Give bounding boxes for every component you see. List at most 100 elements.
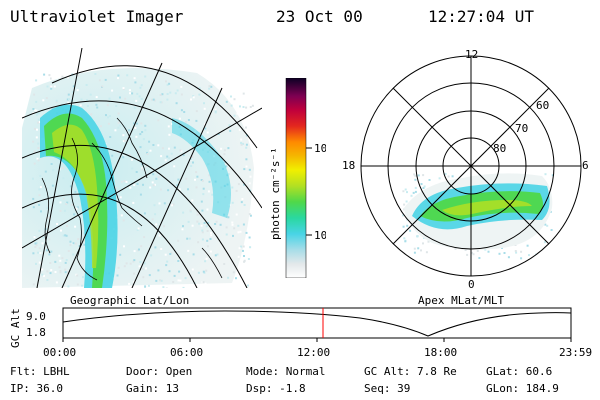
noise-dot <box>140 84 143 87</box>
left-panel-caption: Geographic Lat/Lon <box>70 294 190 307</box>
noise-dot <box>165 80 167 83</box>
noise-dot <box>551 174 554 177</box>
noise-dot <box>414 178 417 181</box>
noise-dot <box>48 74 51 77</box>
noise-dot <box>225 165 228 168</box>
noise-dot <box>129 92 131 95</box>
noise-dot <box>142 276 145 279</box>
noise-dot <box>51 77 54 80</box>
noise-dot <box>528 241 531 244</box>
noise-dot <box>34 246 37 248</box>
noise-dot <box>59 270 62 272</box>
noise-dot <box>119 253 122 256</box>
noise-dot <box>245 106 248 109</box>
noise-dot <box>176 184 179 187</box>
noise-dot <box>81 284 84 287</box>
noise-dot <box>117 77 119 80</box>
noise-dot <box>238 247 241 250</box>
noise-dot <box>134 81 137 84</box>
noise-dot <box>148 274 151 277</box>
noise-dot <box>45 97 48 100</box>
noise-dot <box>117 126 120 129</box>
noise-dot <box>216 253 219 256</box>
noise-dot <box>124 139 127 142</box>
noise-dot <box>236 112 239 115</box>
noise-dot <box>243 259 246 262</box>
noise-dot <box>204 260 207 263</box>
noise-dot <box>51 184 54 187</box>
noise-dot <box>46 270 49 273</box>
noise-dot <box>248 182 251 185</box>
noise-dot <box>38 247 41 250</box>
noise-dot <box>61 257 64 260</box>
noise-dot <box>189 209 192 212</box>
noise-dot <box>416 239 419 242</box>
noise-dot <box>95 103 98 106</box>
noise-dot <box>180 85 183 88</box>
info-dsp: Dsp: -1.8 <box>246 382 306 395</box>
noise-dot <box>63 209 66 212</box>
noise-dot <box>243 183 246 186</box>
noise-dot <box>36 157 39 160</box>
noise-dot <box>210 232 212 234</box>
noise-dot <box>60 229 62 232</box>
noise-dot <box>165 264 168 267</box>
noise-dot <box>55 281 58 284</box>
noise-dot <box>159 94 162 96</box>
noise-dot <box>74 190 77 193</box>
noise-dot <box>192 96 195 99</box>
noise-dot <box>141 163 144 166</box>
noise-dot <box>219 223 222 226</box>
info-ip: IP: 36.0 <box>10 382 63 395</box>
noise-dot <box>83 232 86 235</box>
noise-dot <box>526 244 529 247</box>
noise-dot <box>209 115 212 118</box>
noise-dot <box>167 125 170 128</box>
noise-dot <box>177 178 180 181</box>
noise-dot <box>66 98 69 101</box>
timeline-ticks <box>62 338 572 342</box>
noise-dot <box>133 106 136 109</box>
noise-dot <box>139 86 142 89</box>
noise-dot <box>131 92 134 95</box>
noise-dot <box>78 245 81 247</box>
auroral-patch <box>172 118 231 218</box>
noise-dot <box>239 105 241 108</box>
noise-dot <box>423 185 426 188</box>
noise-dot <box>245 143 248 146</box>
noise-dot <box>56 175 58 178</box>
info-gc-alt: GC Alt: 7.8 Re <box>364 365 457 378</box>
noise-dot <box>242 142 245 145</box>
noise-dot <box>32 108 35 110</box>
colorbar: 100 10 photon cm⁻²s⁻¹ <box>269 78 326 278</box>
noise-dot <box>409 229 412 232</box>
noise-dot <box>550 213 553 216</box>
noise-dot <box>160 155 163 158</box>
noise-dot <box>420 183 423 185</box>
noise-dot <box>46 206 49 209</box>
noise-dot <box>194 178 196 181</box>
noise-dot <box>167 189 170 192</box>
noise-dot <box>170 152 173 155</box>
noise-dot <box>164 159 167 162</box>
noise-dot <box>245 272 247 275</box>
noise-dot <box>141 131 144 133</box>
noise-dot <box>144 285 147 288</box>
noise-dot <box>202 193 205 196</box>
noise-dot <box>210 85 213 88</box>
noise-dot <box>245 146 248 149</box>
noise-dot <box>406 224 409 227</box>
noise-dot <box>66 201 69 204</box>
noise-dot <box>59 209 62 212</box>
noise-dot <box>34 127 36 130</box>
noise-dot <box>155 279 158 282</box>
noise-dot <box>214 108 217 111</box>
noise-dot <box>62 234 65 237</box>
noise-dot <box>119 96 121 99</box>
noise-dot <box>126 74 129 77</box>
noise-dot <box>173 274 176 277</box>
noise-dot <box>233 227 236 230</box>
noise-dot <box>138 95 141 98</box>
noise-dot <box>245 126 247 129</box>
noise-dot <box>37 121 40 124</box>
